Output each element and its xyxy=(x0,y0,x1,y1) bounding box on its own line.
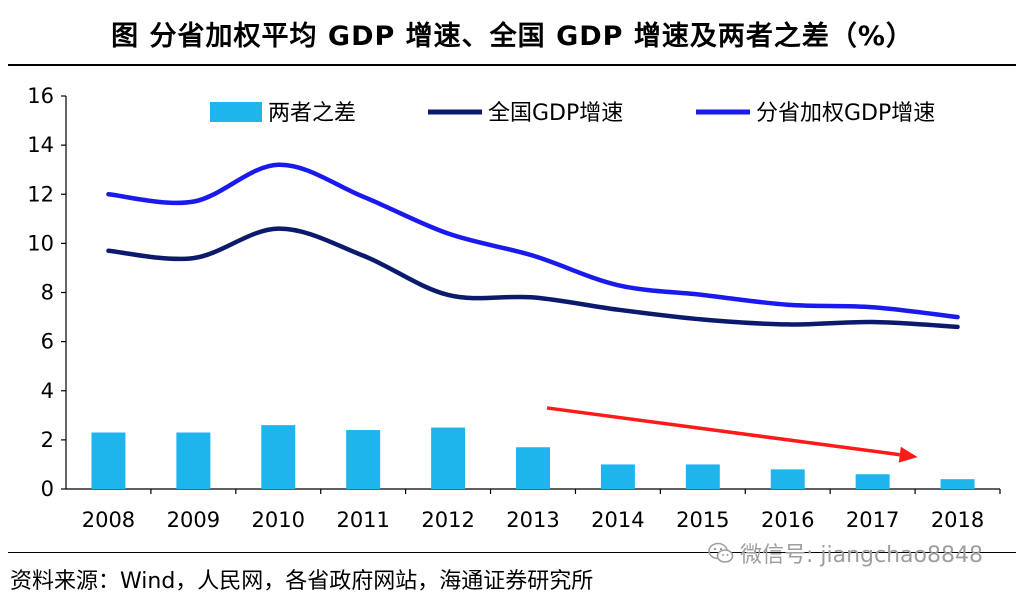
trend-annotation xyxy=(546,406,918,463)
line-national-gdp xyxy=(106,226,960,330)
wechat-icon xyxy=(708,542,734,563)
y-tick-label: 10 xyxy=(27,231,54,255)
bar-difference xyxy=(685,464,720,489)
x-tick-label: 2014 xyxy=(591,508,644,532)
axes: 0 2 4 6 8 10 12 14 16 2008 2009 2010 2011 2012 2013 201… xyxy=(27,84,1001,532)
bar-difference xyxy=(91,432,126,489)
legend-label-provincial: 分省加权GDP增速 xyxy=(756,101,935,126)
chart-title: 图 分省加权平均 GDP 增速、全国 GDP 增速及两者之差（%） xyxy=(111,21,914,52)
line-provincial-weighted-gdp xyxy=(106,162,960,320)
x-tick-label: 2016 xyxy=(761,508,814,532)
watermark-text: 微信号: jiangchao8848 xyxy=(740,543,983,568)
legend: 两者之差 全国GDP增速 分省加权GDP增速 xyxy=(210,101,935,126)
trend-arrow-shaft xyxy=(546,406,901,457)
bar-difference xyxy=(600,464,635,489)
legend-label-difference: 两者之差 xyxy=(268,101,356,126)
x-tick-label: 2009 xyxy=(167,508,220,532)
bottom-rule xyxy=(8,552,1016,553)
bar-difference xyxy=(940,479,975,489)
bar-difference xyxy=(261,425,296,489)
y-tick-label: 12 xyxy=(27,182,54,206)
legend-swatch-difference xyxy=(210,102,262,122)
bar-difference xyxy=(431,427,466,489)
trend-arrow-head xyxy=(898,446,918,463)
y-tick-label: 16 xyxy=(27,84,54,108)
y-tick-label: 8 xyxy=(41,281,54,305)
x-tick-label: 2013 xyxy=(506,508,559,532)
x-tick-label: 2015 xyxy=(676,508,729,532)
x-tick-label: 2018 xyxy=(931,508,984,532)
y-tick-label: 14 xyxy=(27,133,54,157)
bar-difference xyxy=(770,469,805,489)
y-tick-label: 6 xyxy=(41,330,54,354)
y-tick-label: 4 xyxy=(41,379,54,403)
bar-difference xyxy=(855,474,890,489)
chart: 0 2 4 6 8 10 12 14 16 2008 2009 2010 2011 2012 2013 201… xyxy=(27,84,1001,532)
bar-series xyxy=(91,425,975,489)
x-tick-label: 2011 xyxy=(336,508,389,532)
legend-label-national: 全国GDP增速 xyxy=(488,101,623,126)
y-tick-label: 0 xyxy=(41,477,54,501)
top-rule xyxy=(8,64,1016,66)
bar-difference xyxy=(516,447,550,489)
y-tick-label: 2 xyxy=(41,428,54,452)
x-tick-label: 2017 xyxy=(846,508,899,532)
bar-difference xyxy=(346,430,381,489)
x-tick-label: 2008 xyxy=(82,508,135,532)
bar-difference xyxy=(176,432,211,489)
x-tick-label: 2010 xyxy=(252,508,305,532)
line-series xyxy=(106,162,960,330)
watermark: 微信号: jiangchao8848 xyxy=(708,537,983,569)
x-tick-label: 2012 xyxy=(421,508,474,532)
source-note: 资料来源：Wind，人民网，各省政府网站，海通证券研究所 xyxy=(10,569,594,594)
